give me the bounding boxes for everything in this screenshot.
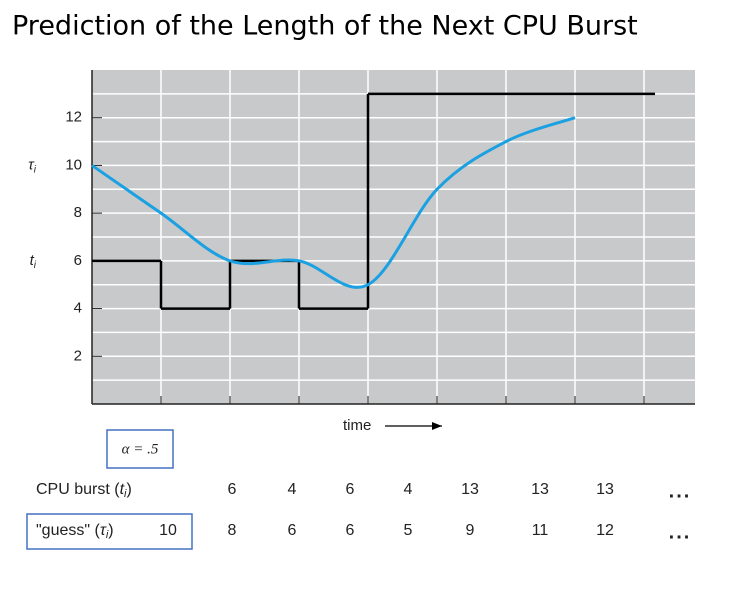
label-text: )	[108, 522, 113, 539]
alpha-box	[106, 429, 174, 469]
row-value: 10	[159, 522, 177, 539]
label-symbol: t	[120, 481, 125, 498]
row-value: 8	[228, 522, 237, 539]
y-tick-label: 12	[65, 109, 82, 126]
label-sub: i	[124, 488, 127, 500]
y-tick-label: 10	[65, 156, 82, 173]
symbol: τ	[28, 156, 35, 173]
subscript: i	[34, 164, 37, 175]
ellipsis: ...	[669, 480, 692, 502]
y-symbol: ti	[30, 252, 37, 271]
label-sub: i	[106, 529, 109, 541]
label-text: CPU burst (	[36, 481, 120, 498]
row-value: 5	[404, 522, 413, 539]
y-tick-label: 4	[74, 300, 82, 317]
row-value: 9	[466, 522, 475, 539]
label-symbol: τ	[100, 522, 107, 539]
row-value: 4	[404, 481, 413, 498]
y-symbol: τi	[28, 156, 37, 175]
row-value: 12	[596, 522, 614, 539]
y-tick-label: 8	[74, 204, 82, 221]
slide-title: Prediction of the Length of the Next CPU…	[12, 11, 638, 42]
row-value: 11	[532, 522, 549, 539]
row-value: 13	[596, 481, 614, 498]
subscript: i	[34, 259, 37, 270]
y-tick-label: 6	[74, 252, 82, 269]
row-value: 13	[461, 481, 479, 498]
row-value: 4	[288, 481, 297, 498]
row-value: 13	[531, 481, 549, 498]
y-tick-label: 2	[74, 347, 82, 364]
guess-box	[26, 513, 193, 550]
label-text: "guess" (	[36, 522, 101, 539]
row-label: "guess" (τi)	[36, 522, 114, 541]
row-value: 6	[288, 522, 297, 539]
ellipsis: ...	[669, 521, 692, 543]
row-value: 6	[346, 481, 355, 498]
symbol: t	[30, 252, 35, 269]
x-arrow-head	[432, 422, 442, 430]
row-value: 6	[228, 481, 237, 498]
row-label: CPU burst (ti)	[36, 481, 132, 500]
alpha-label: α = .5	[122, 441, 159, 457]
row-value: 6	[346, 522, 355, 539]
label-text: )	[126, 481, 131, 498]
x-axis-label: time	[343, 417, 371, 434]
guess-curve	[91, 116, 576, 289]
